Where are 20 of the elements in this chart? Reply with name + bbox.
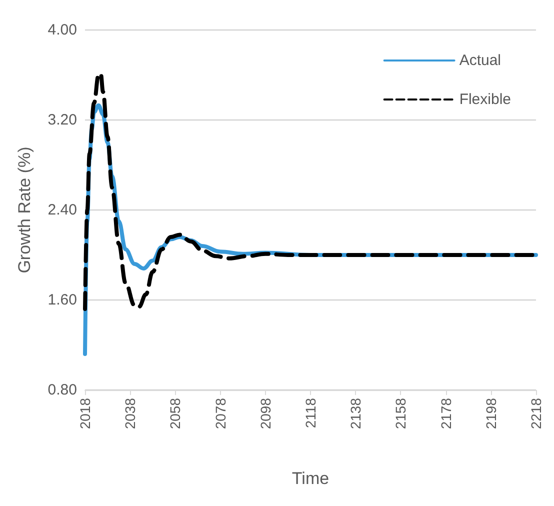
x-tick-label: 2198 [482, 398, 499, 430]
x-axis-title: Time [292, 469, 330, 488]
x-tick-label: 2098 [257, 398, 274, 430]
y-tick-label: 4.00 [48, 22, 77, 38]
x-tick-label: 2038 [122, 398, 138, 430]
legend-label: Flexible [459, 91, 511, 108]
y-tick-label: 1.60 [48, 292, 77, 308]
y-tick-label: 0.80 [48, 382, 77, 398]
x-tick-label: 2078 [212, 398, 228, 430]
x-tick-label: 2178 [438, 398, 454, 430]
y-axis-title: Growth Rate (%) [15, 146, 34, 274]
x-tick-label: 2158 [392, 398, 409, 430]
legend-label: Actual [459, 52, 502, 69]
y-tick-label: 2.40 [48, 202, 77, 218]
x-tick-label: 2218 [528, 398, 544, 430]
y-tick-label: 3.20 [48, 112, 77, 128]
x-tick-label: 2058 [167, 398, 184, 430]
x-tick-label: 2118 [302, 398, 318, 428]
x-tick-label: 2138 [348, 398, 364, 430]
x-tick-label: 2018 [77, 398, 93, 430]
